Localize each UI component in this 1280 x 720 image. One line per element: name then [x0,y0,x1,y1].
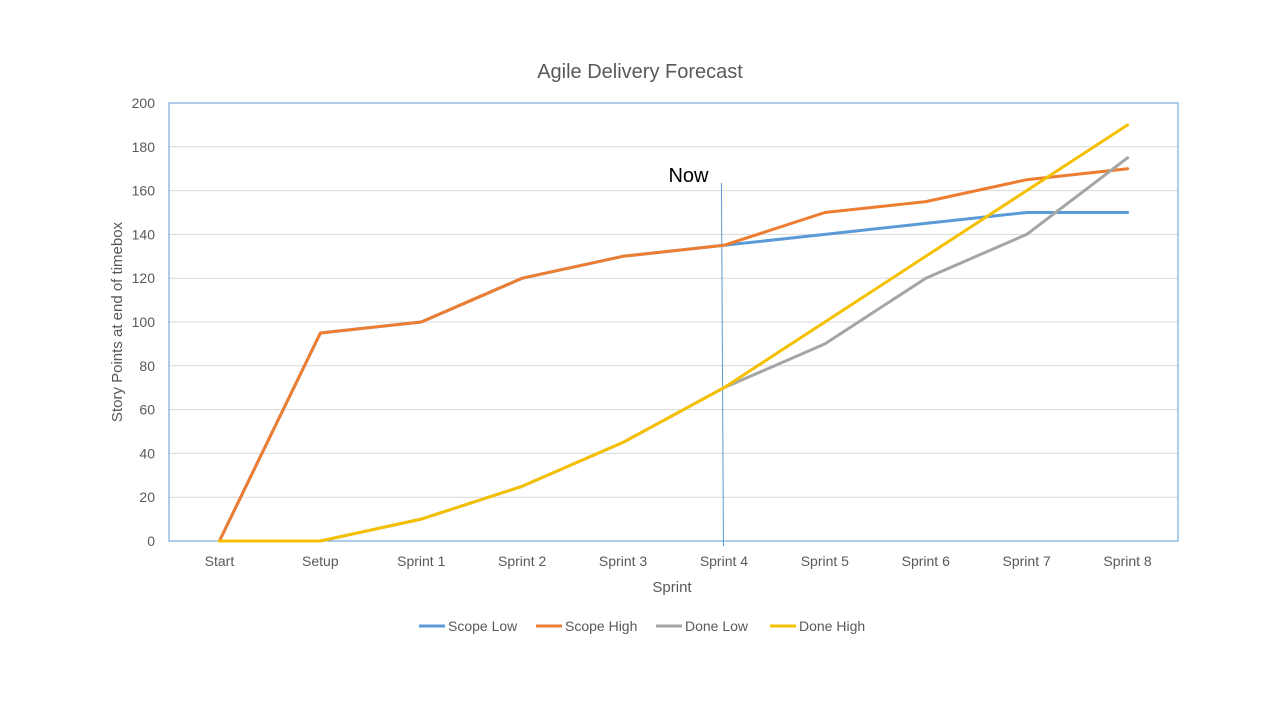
y-tick-label: 100 [132,314,156,330]
x-tick-label: Start [205,553,235,569]
legend: Scope Low Scope High Done Low Done High [419,618,865,634]
now-marker-line [720,182,724,547]
legend-label-scope-high: Scope High [565,618,637,634]
x-tick-label: Sprint 1 [397,553,445,569]
y-axis-title: Story Points at end of timebox [109,221,126,422]
grid [169,146,1178,498]
y-tick-label: 0 [147,533,155,549]
now-label: Now [668,165,709,187]
x-tick-label: Sprint 3 [599,553,647,569]
y-tick-label: 160 [132,183,156,199]
series-line-done-high [217,123,1130,543]
y-tick-label: 40 [139,445,155,461]
annotations: Now [668,165,724,547]
x-tick-label: Sprint 2 [498,553,546,569]
series-line-scope-high [217,167,1130,543]
x-tick-label: Sprint 5 [801,553,849,569]
legend-label-done-low: Done Low [685,618,749,634]
x-axis-title: Sprint [652,579,692,596]
plot-area-border [168,102,1179,542]
y-tick-label: 120 [132,270,156,286]
legend-label-scope-low: Scope Low [448,618,518,634]
series-lines [217,123,1130,543]
x-tick-label: Sprint 8 [1103,553,1151,569]
series-line-scope-low [217,211,1130,543]
y-tick-label: 20 [139,489,155,505]
x-tick-label: Sprint 7 [1003,553,1051,569]
legend-label-done-high: Done High [799,618,865,634]
y-tick-label: 140 [132,226,156,242]
x-tick-label: Sprint 4 [700,553,748,569]
x-tick-label: Sprint 6 [902,553,950,569]
y-axis-ticks: 0 20 40 60 80 100 120 140 160 180 200 [132,95,156,549]
chart-title: Agile Delivery Forecast [537,61,743,83]
y-tick-label: 200 [132,95,156,111]
x-tick-label: Setup [302,553,339,569]
y-tick-label: 80 [139,358,155,374]
y-tick-label: 60 [139,402,155,418]
y-tick-label: 180 [132,139,156,155]
x-axis-ticks: Start Setup Sprint 1 Sprint 2 Sprint 3 Sprint… [205,553,1152,569]
